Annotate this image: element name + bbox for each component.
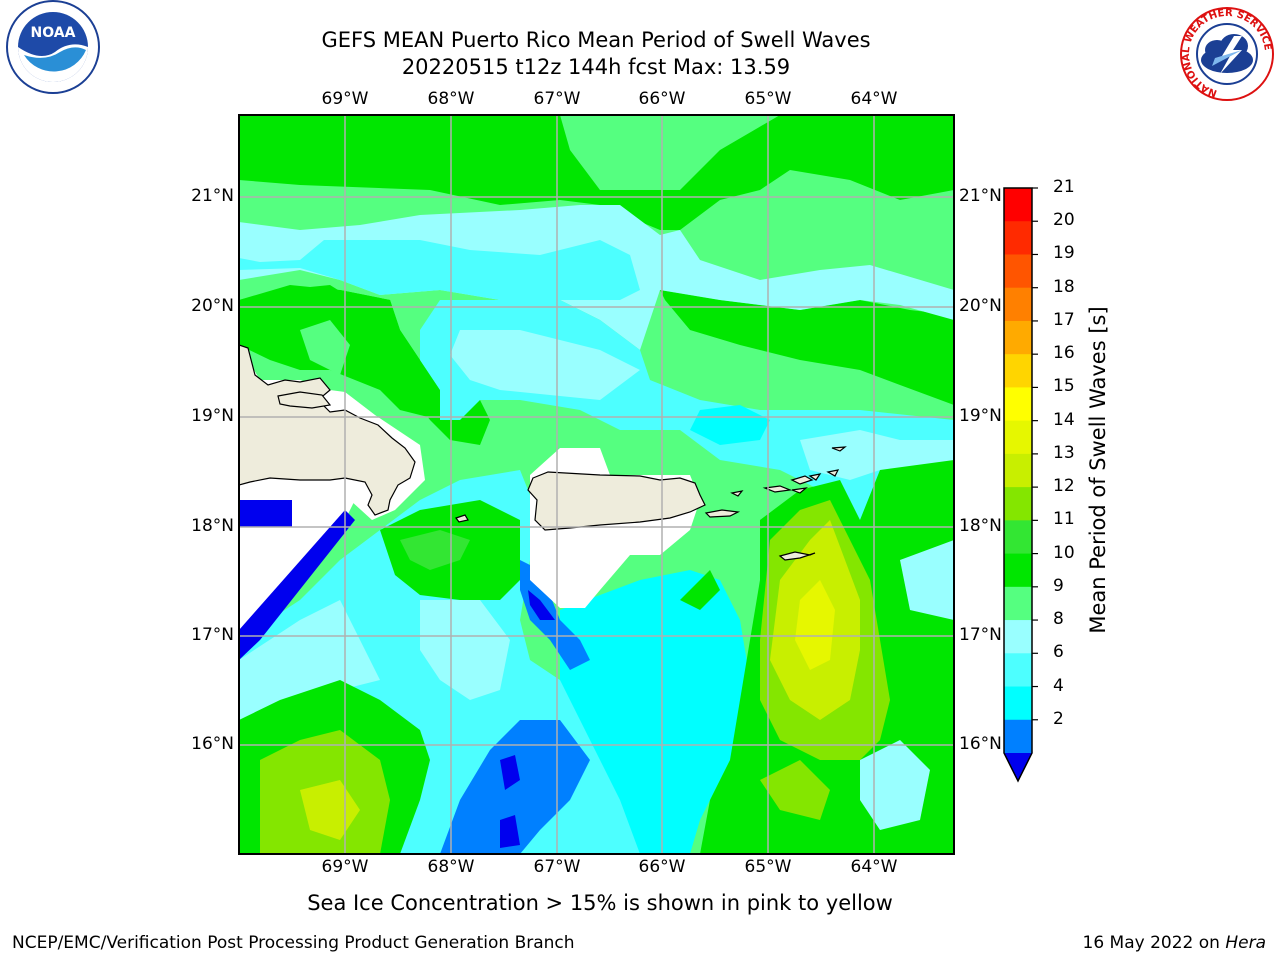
colorbar-tick-label: 20: [1053, 210, 1075, 231]
colorbar-tick-label: 9: [1053, 575, 1064, 596]
colorbar-tick-label: 8: [1053, 609, 1064, 630]
footer-date-text: 16 May 2022 on: [1082, 933, 1226, 953]
colorbar-segment: [1004, 719, 1032, 754]
colorbar-segment: [1004, 420, 1032, 455]
colorbar-tick-label: 18: [1053, 276, 1075, 297]
lat-label-right: 19°N: [959, 406, 1002, 426]
lon-label-bottom: 68°W: [427, 857, 475, 877]
lat-label-left: 20°N: [191, 296, 234, 316]
lon-label-top: 64°W: [850, 89, 898, 109]
lon-label-bottom: 69°W: [321, 857, 369, 877]
colorbar-tick-label: 12: [1053, 476, 1075, 497]
lat-label-right: 16°N: [959, 734, 1002, 754]
colorbar-segment: [1004, 620, 1032, 654]
swell-period-field: [239, 115, 954, 854]
colorbar-segment: [1004, 653, 1032, 688]
colorbar-segment: [1004, 320, 1032, 355]
lat-label-left: 21°N: [191, 186, 234, 206]
lat-label-left: 19°N: [191, 406, 234, 426]
gridlines: [239, 115, 954, 854]
colorbar-tick-label: 19: [1053, 243, 1075, 264]
colorbar-label: Mean Period of Swell Waves [s]: [1086, 306, 1110, 634]
colorbar-tick-label: 16: [1053, 343, 1075, 364]
noaa-logo: NOAA: [6, 0, 100, 94]
lon-label-bottom: 66°W: [638, 857, 686, 877]
lat-label-right: 21°N: [959, 186, 1002, 206]
lon-label-top: 67°W: [533, 89, 581, 109]
lon-label-top: 68°W: [427, 89, 475, 109]
lat-label-left: 17°N: [191, 625, 234, 645]
colorbar-segment: [1004, 354, 1032, 388]
map-frame: [238, 114, 955, 855]
colorbar-segment: [1004, 586, 1032, 621]
footer-branch: NCEP/EMC/Verification Post Processing Pr…: [12, 933, 575, 953]
chart-title: GEFS MEAN Puerto Rico Mean Period of Swe…: [321, 28, 871, 52]
colorbar-tick-label: 15: [1053, 376, 1075, 397]
colorbar-tick-label: 17: [1053, 309, 1075, 330]
colorbar-tick-label: 4: [1053, 675, 1064, 696]
lon-label-top: 65°W: [744, 89, 792, 109]
colorbar-segment: [1004, 387, 1032, 422]
colorbar-tick-label: 2: [1053, 708, 1064, 729]
lon-label-top: 66°W: [638, 89, 686, 109]
colorbar-tick-label: 10: [1053, 542, 1075, 563]
colorbar-tick-label: 14: [1053, 409, 1075, 430]
colorbar-tick-label: 6: [1053, 642, 1064, 663]
colorbar-tick-label: 11: [1053, 509, 1075, 530]
nws-logo: NATIONAL WEATHER SERVICE: [1180, 7, 1274, 101]
colorbar-extend-arrow: [1004, 753, 1032, 781]
colorbar-segment: [1004, 487, 1032, 521]
lat-label-right: 18°N: [959, 516, 1002, 536]
colorbar-segment: [1004, 686, 1032, 721]
colorbar-segment: [1004, 221, 1032, 255]
lon-label-bottom: 67°W: [533, 857, 581, 877]
lon-label-bottom: 65°W: [744, 857, 792, 877]
lon-label-top: 69°W: [321, 89, 369, 109]
lat-label-right: 17°N: [959, 625, 1002, 645]
colorbar-segment: [1004, 553, 1032, 588]
colorbar-segment: [1004, 287, 1032, 322]
svg-text:NOAA: NOAA: [31, 25, 76, 41]
lat-label-left: 16°N: [191, 734, 234, 754]
footer-date: 16 May 2022 on Hera: [1083, 933, 1267, 953]
colorbar-tick-label: 21: [1053, 177, 1075, 197]
chart-subtitle: 20220515 t12z 144h fcst Max: 13.59: [401, 55, 791, 79]
sea-ice-note-text: Sea Ice Concentration > 15% is shown in …: [307, 891, 893, 915]
colorbar-segment: [1004, 453, 1032, 488]
lat-label-right: 20°N: [959, 296, 1002, 316]
colorbar-segment: [1004, 188, 1032, 222]
lon-label-bottom: 64°W: [850, 857, 898, 877]
colorbar-tick-label: 13: [1053, 442, 1075, 463]
colorbar-segment: [1004, 520, 1032, 555]
lat-label-left: 18°N: [191, 516, 234, 536]
colorbar-segment: [1004, 254, 1032, 289]
footer-host: Hera: [1225, 933, 1266, 953]
sea-ice-note: Sea Ice Concentration > 15% is shown in …: [0, 891, 1280, 915]
